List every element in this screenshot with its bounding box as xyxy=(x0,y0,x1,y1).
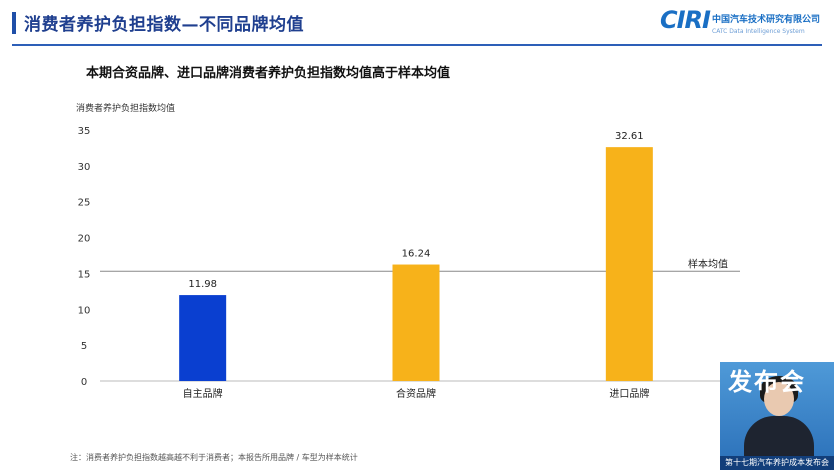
page-title: 消费者养护负担指数—不同品牌均值 xyxy=(24,15,304,35)
x-tick-label: 进口品牌 xyxy=(609,387,649,400)
y-tick-label: 35 xyxy=(78,126,91,137)
chart-subtitle: 本期合资品牌、进口品牌消费者养护负担指数均值高于样本均值 xyxy=(86,66,451,81)
logo-text: 中国汽车技术研究有限公司 xyxy=(712,15,821,25)
y-tick-label: 5 xyxy=(81,341,87,352)
footnote: 注：消费者养护负担指数越高越不利于消费者；本报告所用品牌 / 车型为样本统计 xyxy=(70,453,358,462)
data-label: 11.98 xyxy=(188,279,217,290)
logo-subtext: CATC Data Intelligence System xyxy=(712,28,805,35)
header-accent xyxy=(12,12,16,34)
y-axis-label: 消费者养护负担指数均值 xyxy=(76,102,175,114)
header-bar: 消费者养护负担指数—不同品牌均值 CIRI 中国汽车技术研究有限公司 CATC … xyxy=(0,0,834,46)
data-label: 16.24 xyxy=(402,249,431,260)
x-tick-label: 合资品牌 xyxy=(396,387,436,400)
presenter-head xyxy=(764,382,794,416)
header-divider xyxy=(12,44,822,46)
inset-banner-text: 发布会 xyxy=(728,367,806,396)
bar-3 xyxy=(605,147,653,381)
x-tick-label: 自主品牌 xyxy=(183,387,223,400)
company-logo: CIRI 中国汽车技术研究有限公司 CATC Data Intelligence… xyxy=(660,6,830,44)
y-tick-label: 25 xyxy=(78,198,91,209)
bar-1 xyxy=(179,295,227,381)
presenter-video-inset: 发布会 第十七期汽车养护成本发布会 xyxy=(720,362,834,470)
y-tick-label: 20 xyxy=(78,234,91,245)
inset-nameplate: 第十七期汽车养护成本发布会 xyxy=(720,456,834,470)
bar-2 xyxy=(392,264,440,381)
y-tick-label: 30 xyxy=(78,162,91,173)
sample-mean-label: 样本均值 xyxy=(688,257,728,270)
data-label: 32.61 xyxy=(615,131,644,142)
y-tick-label: 0 xyxy=(81,377,87,388)
y-tick-label: 15 xyxy=(78,269,91,280)
logo-mark: CIRI xyxy=(660,6,711,34)
y-tick-label: 10 xyxy=(78,305,91,316)
